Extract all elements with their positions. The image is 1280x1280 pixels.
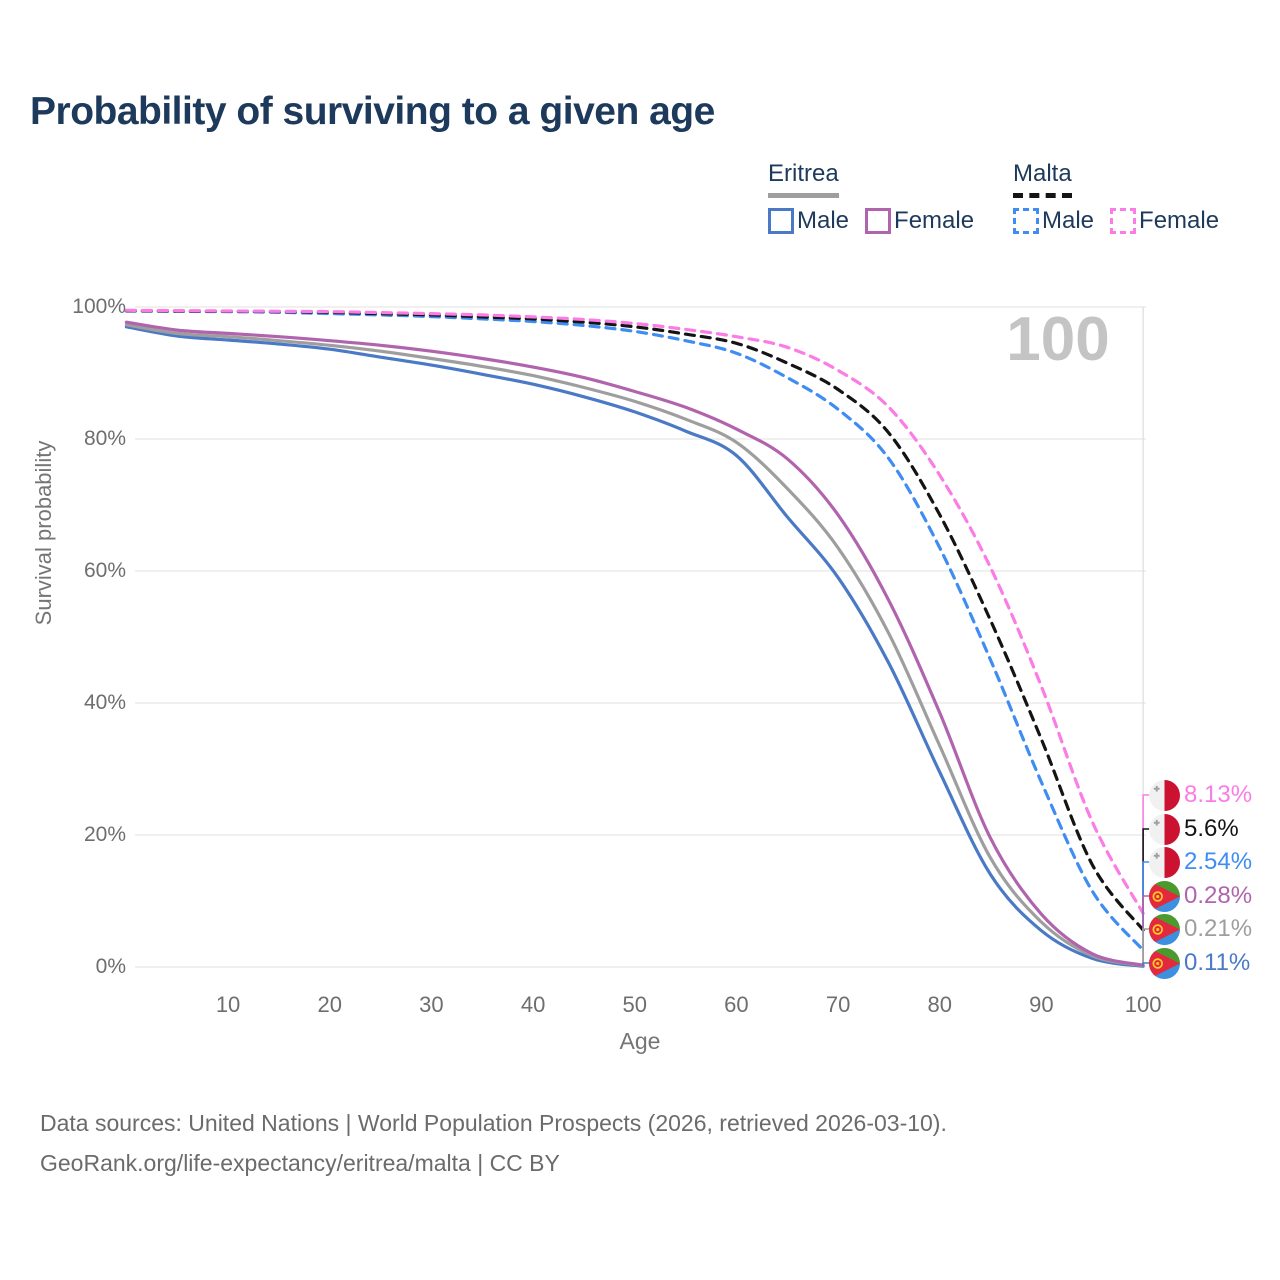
legend-country-malta[interactable]: Malta (1013, 160, 1072, 198)
curve-malta-female (124, 308, 1145, 915)
malta-flag-icon (1149, 846, 1180, 878)
malta-flag-icon (1149, 779, 1180, 811)
legend-country-eritrea[interactable]: Eritrea (768, 160, 839, 198)
y-tick-80: 80% (83, 427, 126, 450)
x-tick-30: 30 (419, 992, 444, 1017)
y-tick-60: 60% (83, 559, 126, 582)
x-tick-100: 100 (1124, 992, 1162, 1017)
malta-flag-icon (1149, 813, 1180, 845)
y-tick-40: 40% (83, 691, 126, 714)
y-tick-0: 0% (95, 955, 126, 978)
data-sources-line1: Data sources: United Nations | World Pop… (40, 1110, 947, 1136)
hover-age-watermark: 100 (1006, 305, 1109, 374)
x-tick-60: 60 (724, 992, 749, 1017)
x-tick-90: 90 (1029, 992, 1054, 1017)
y-tick-100: 100% (72, 295, 126, 318)
legend-swatch-eritrea-male-icon[interactable] (768, 208, 794, 234)
x-tick-50: 50 (622, 992, 647, 1017)
gridlines (135, 306, 1146, 968)
x-tick-80: 80 (927, 992, 952, 1017)
eritrea-flag-icon (1149, 880, 1180, 912)
legend-swatch-eritrea-female-icon[interactable] (865, 208, 892, 234)
x-tick-70: 70 (825, 992, 851, 1017)
end-label-eritrea-both: 0.21% (1149, 913, 1252, 945)
curve-eritrea-female (124, 320, 1145, 967)
legend-row-malta: Male Female (1013, 207, 1235, 235)
curve-eritrea-male (124, 325, 1145, 968)
curve-eritrea-both-sexes (124, 323, 1145, 968)
end-label-malta-male: 2.54% (1149, 846, 1252, 878)
legend-swatch-malta-male-icon[interactable] (1013, 208, 1039, 234)
end-label-malta-both: 5.6% (1149, 813, 1239, 845)
legend-swatch-malta-female-icon[interactable] (1110, 208, 1137, 234)
end-label-malta-female: 8.13% (1149, 779, 1252, 811)
end-label-eritrea-female: 0.28% (1149, 880, 1252, 912)
legend-item-eritrea-female[interactable]: Female (894, 207, 975, 234)
y-tick-20: 20% (83, 823, 126, 846)
data-sources: Data sources: United Nations | World Pop… (40, 1103, 947, 1183)
data-sources-line2: GeoRank.org/life-expectancy/eritrea/malt… (40, 1150, 560, 1176)
end-label-eritrea-male: 0.11% (1149, 947, 1250, 979)
legend-item-eritrea-male[interactable]: Male (797, 207, 850, 234)
x-axis-title: Age (619, 1028, 661, 1054)
page-title: Probability of surviving to a given age (30, 90, 715, 133)
eritrea-flag-icon (1149, 947, 1180, 979)
curve-malta-male (124, 309, 1145, 952)
x-tick-20: 20 (317, 992, 342, 1017)
y-axis-title: Survival probability (31, 440, 56, 626)
survival-curves[interactable] (124, 308, 1151, 968)
legend-item-malta-male[interactable]: Male (1042, 207, 1095, 234)
legend-item-malta-female[interactable]: Female (1139, 207, 1220, 234)
x-tick-40: 40 (520, 992, 546, 1017)
legend-row-eritrea: Male Female (768, 207, 990, 235)
legend-group-eritrea: Eritrea Male Female (768, 160, 990, 235)
legend-group-malta: Malta Male Female (1013, 160, 1235, 235)
eritrea-flag-icon (1149, 913, 1180, 945)
x-tick-10: 10 (215, 992, 241, 1017)
